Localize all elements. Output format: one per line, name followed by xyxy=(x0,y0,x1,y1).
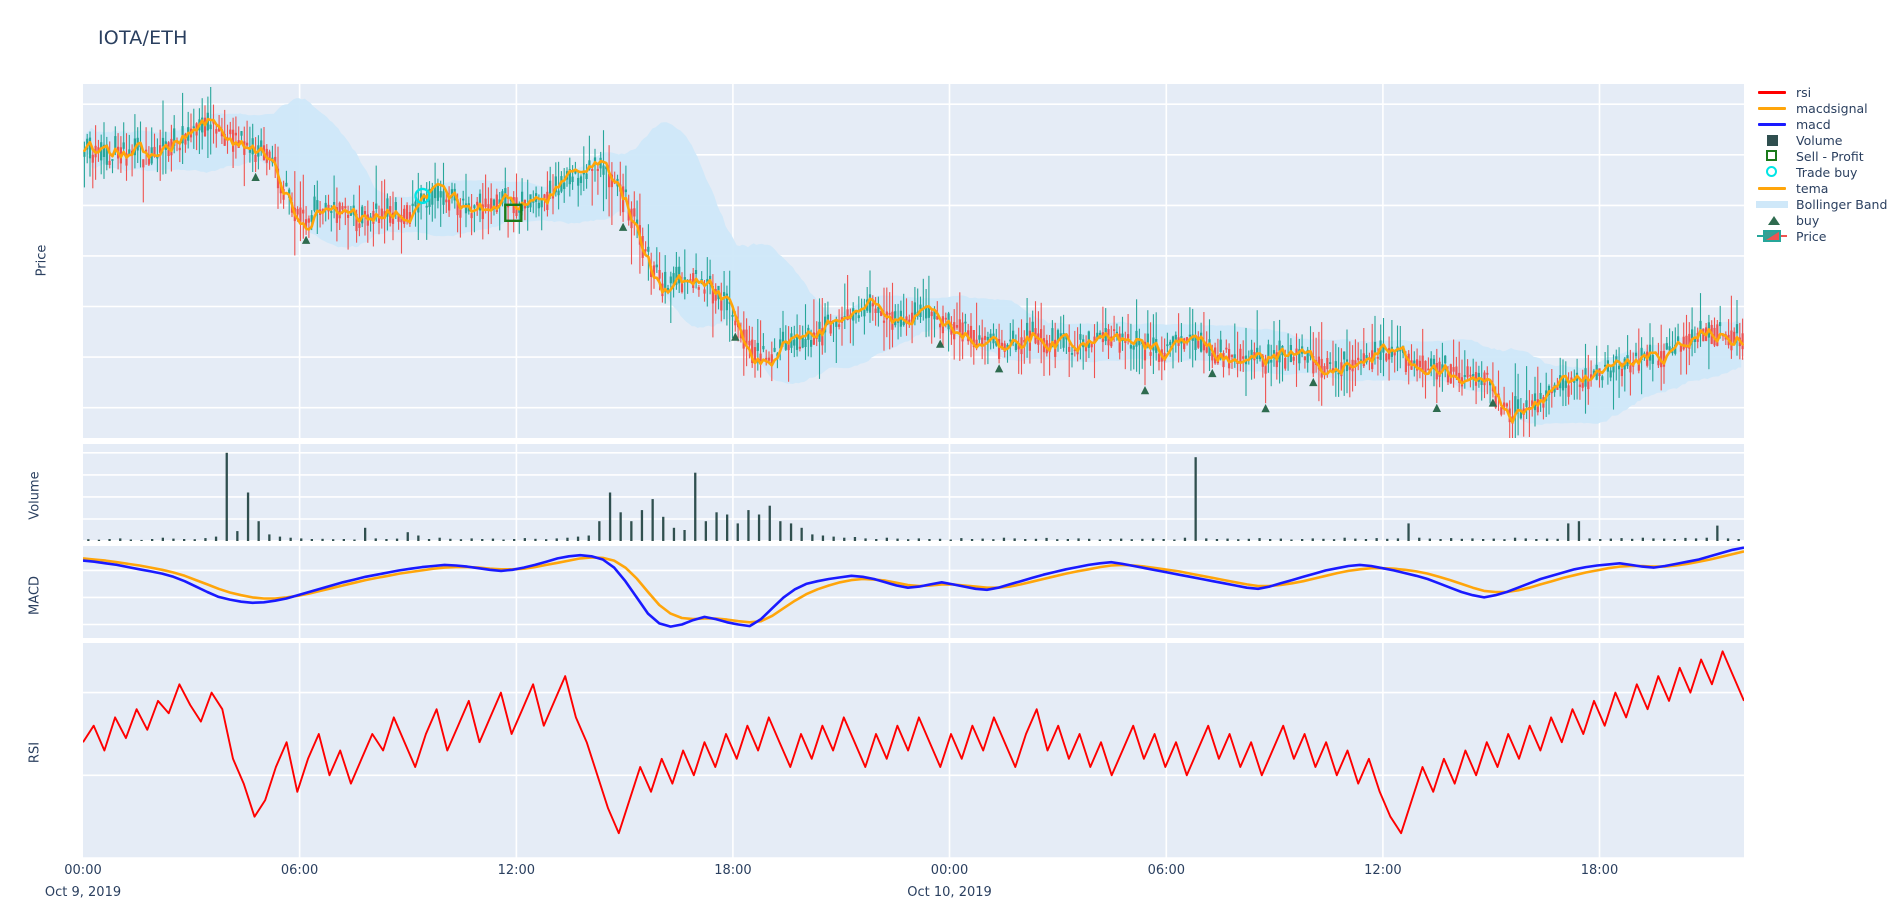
x-axis-tick: 06:00 xyxy=(1147,863,1186,878)
legend-item-label: buy xyxy=(1796,212,1820,228)
price-plot xyxy=(83,84,1744,438)
legend-item-volume[interactable]: Volume xyxy=(1752,132,1890,148)
legend-item-label: Bollinger Band xyxy=(1796,196,1888,212)
volume-panel xyxy=(83,444,1744,541)
x-axis-tick: 18:00 xyxy=(714,863,752,878)
legend-item-price[interactable]: Price xyxy=(1752,228,1890,244)
legend-item-buy[interactable]: buy xyxy=(1752,212,1890,228)
candlestick-swatch-icon xyxy=(1752,228,1792,244)
x-axis-date: Oct 10, 2019 xyxy=(907,885,992,900)
x-axis-tick: 06:00 xyxy=(280,863,319,878)
legend-item-label: Sell - Profit xyxy=(1796,148,1864,164)
legend-item-label: Trade buy xyxy=(1796,164,1858,180)
line-swatch-icon xyxy=(1758,107,1786,110)
legend-item-macd[interactable]: macd xyxy=(1752,116,1890,132)
x-axis-tick: 12:00 xyxy=(1364,863,1402,878)
legend-item-label: tema xyxy=(1796,180,1829,196)
legend-item-sell-profit[interactable]: Sell - Profit xyxy=(1752,148,1890,164)
volume-plot xyxy=(83,444,1744,541)
x-axis-tick: 00:00 xyxy=(930,863,969,878)
open-square-swatch-icon xyxy=(1766,150,1777,161)
candlestick-swatch-icon xyxy=(1756,230,1788,242)
triangle-up-swatch-icon xyxy=(1752,212,1792,228)
legend-item-label: Volume xyxy=(1796,132,1843,148)
filled-square-swatch-icon xyxy=(1752,132,1792,148)
legend-item-trade-buy[interactable]: Trade buy xyxy=(1752,164,1890,180)
line-swatch-icon xyxy=(1752,116,1792,132)
legend-item-label: rsi xyxy=(1796,84,1812,100)
x-axis-date: Oct 9, 2019 xyxy=(44,885,122,900)
legend-item-label: macd xyxy=(1796,116,1831,132)
triangle-up-swatch-icon xyxy=(1768,216,1780,225)
legend-item-label: Price xyxy=(1796,228,1827,244)
rsi-panel xyxy=(83,643,1744,858)
line-swatch-icon xyxy=(1752,84,1792,100)
band-swatch-icon xyxy=(1752,196,1792,212)
x-axis-tick: 00:00 xyxy=(64,863,102,878)
page-title: IOTA/ETH xyxy=(98,27,188,49)
legend-item-macdsignal[interactable]: macdsignal xyxy=(1752,100,1890,116)
line-swatch-icon xyxy=(1758,187,1786,190)
x-axis-tick: 18:00 xyxy=(1580,863,1619,878)
filled-square-swatch-icon xyxy=(1767,135,1778,146)
line-swatch-icon xyxy=(1752,100,1792,116)
open-circle-swatch-icon xyxy=(1766,166,1777,177)
legend-item-rsi[interactable]: rsi xyxy=(1752,84,1890,100)
line-swatch-icon xyxy=(1752,180,1792,196)
legend-item-label: macdsignal xyxy=(1796,100,1868,116)
legend-item-bollinger-band[interactable]: Bollinger Band xyxy=(1752,196,1890,212)
open-circle-swatch-icon xyxy=(1752,164,1792,180)
macd-plot xyxy=(83,546,1744,638)
line-swatch-icon xyxy=(1758,123,1786,126)
x-axis-tick: 12:00 xyxy=(497,863,536,878)
rsi-plot xyxy=(83,643,1744,858)
band-swatch-icon xyxy=(1756,201,1788,208)
macd-panel xyxy=(83,546,1744,638)
line-swatch-icon xyxy=(1758,91,1786,94)
legend-item-tema[interactable]: tema xyxy=(1752,180,1890,196)
open-square-swatch-icon xyxy=(1752,148,1792,164)
price-panel xyxy=(83,84,1744,438)
chart-legend: rsi macdsignal macd Volume Sell - Profit Trad… xyxy=(1752,84,1890,244)
